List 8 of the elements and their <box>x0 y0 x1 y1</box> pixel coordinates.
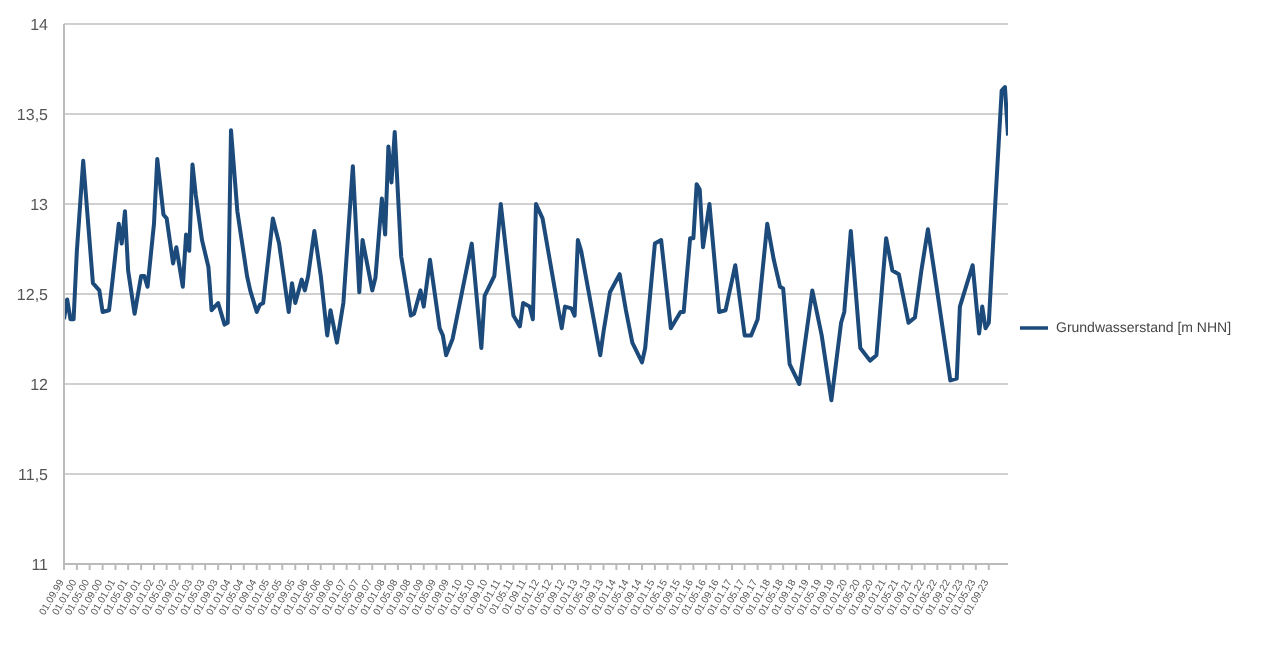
line-series <box>64 85 1008 403</box>
y-tick-label: 12 <box>30 375 50 394</box>
y-tick-label: 12,5 <box>16 285 50 304</box>
y-tick-label: 13,5 <box>16 105 50 124</box>
y-tick-label: 13 <box>30 195 50 214</box>
y-tick-label: 11,5 <box>18 465 50 484</box>
y-tick-label: 14 <box>30 15 50 34</box>
y-tick-label: 11 <box>31 555 50 574</box>
